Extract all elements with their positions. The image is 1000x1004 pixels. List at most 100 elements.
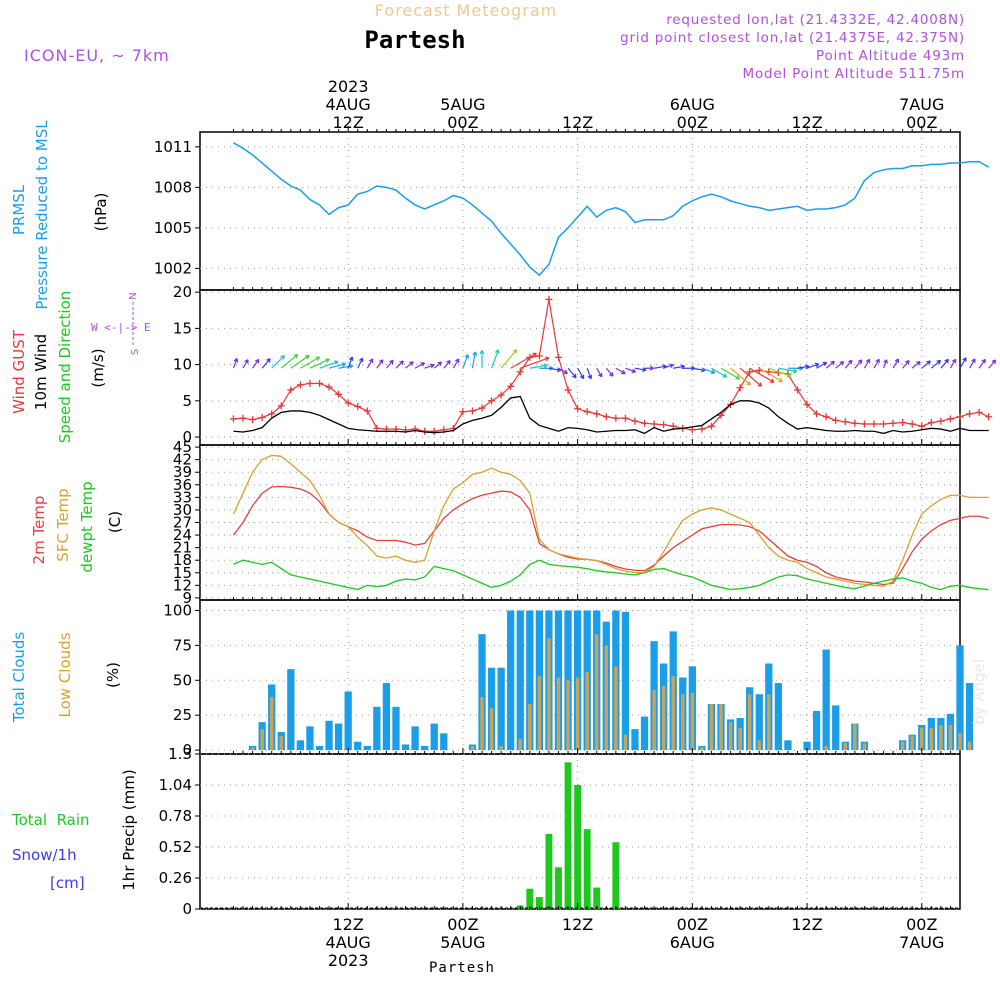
low-cloud-bar bbox=[728, 722, 733, 751]
wind-direction-arrow bbox=[749, 367, 775, 383]
prmsl-label: PRMSL bbox=[10, 184, 28, 235]
y-tick-label: 1008 bbox=[154, 178, 192, 196]
wind-gust-marker bbox=[315, 379, 323, 387]
wind-direction-arrow bbox=[577, 367, 585, 380]
total-cloud-bar bbox=[315, 745, 324, 751]
y-tick-label: 25 bbox=[173, 706, 192, 724]
wind-gust-marker bbox=[602, 413, 610, 421]
wind-direction-arrow bbox=[720, 367, 740, 380]
wind-direction-arrow bbox=[491, 349, 500, 369]
cloud-labels: Total Clouds Low Clouds (%) bbox=[10, 632, 122, 724]
y-tick-label: 75 bbox=[173, 636, 192, 654]
wind-gust-marker bbox=[507, 382, 515, 390]
low-cloud-bar bbox=[595, 634, 599, 751]
top-time-label: 4AUG bbox=[326, 95, 371, 114]
total-cloud-bar bbox=[306, 726, 314, 751]
wind-gust-marker bbox=[229, 415, 237, 423]
wind-gust-marker bbox=[918, 422, 926, 430]
top-time-label: 00Z bbox=[906, 113, 937, 132]
wind-direction-arrow bbox=[959, 357, 967, 369]
total-cloud-bar bbox=[401, 744, 410, 751]
y-tick-label: 0.52 bbox=[159, 838, 192, 856]
y-tick-label: 1.04 bbox=[159, 776, 192, 794]
bottom-time-label: 00Z bbox=[906, 915, 937, 934]
total-cloud-bar bbox=[956, 645, 964, 751]
y-tick-label: 0 bbox=[182, 428, 192, 446]
wind-10m-label: 10m Wind bbox=[32, 334, 50, 410]
wind-10m-line bbox=[233, 395, 989, 435]
y-tick-label: 100 bbox=[163, 601, 192, 619]
location-title: Partesh bbox=[364, 26, 465, 54]
wind-direction-arrow bbox=[500, 349, 518, 369]
low-cloud-bar bbox=[862, 743, 867, 751]
wind-gust-marker bbox=[660, 421, 668, 429]
wind-gust-marker bbox=[946, 415, 954, 423]
wind-gust-marker bbox=[583, 408, 591, 416]
wind-gust-marker bbox=[650, 420, 658, 428]
wind-gust-marker bbox=[277, 402, 285, 410]
total-cloud-bar bbox=[755, 694, 763, 751]
wind-direction-arrow bbox=[873, 358, 880, 369]
celsius-unit-label: (C) bbox=[106, 511, 124, 533]
top-time-label: 2023 bbox=[328, 77, 369, 96]
temp-line-dewpt bbox=[233, 559, 989, 591]
wind-direction-arrow bbox=[701, 367, 716, 375]
wind-gust-marker bbox=[707, 422, 715, 430]
total-cloud-bar bbox=[421, 745, 429, 751]
wind-direction-arrow bbox=[644, 365, 654, 371]
wind-gust-marker bbox=[545, 295, 553, 303]
wind-direction-arrow bbox=[405, 361, 414, 369]
wind-gust-marker bbox=[535, 352, 543, 360]
low-cloud-bar bbox=[767, 694, 771, 751]
wind-direction-arrow bbox=[366, 358, 374, 369]
wind-direction-arrow bbox=[414, 362, 425, 369]
wind-direction-arrow bbox=[634, 367, 647, 373]
y-tick-label: 24 bbox=[173, 526, 192, 544]
watermark: by Angel bbox=[970, 659, 988, 725]
wind-direction-arrow bbox=[319, 360, 339, 369]
wind-gust-marker bbox=[478, 404, 486, 412]
wind-direction-arrow bbox=[988, 359, 997, 369]
bottom-time-label: 12Z bbox=[562, 915, 593, 934]
wind-gust-marker bbox=[306, 379, 314, 387]
y-tick-label: 1.3 bbox=[168, 745, 192, 763]
wind-gust-marker bbox=[803, 400, 811, 408]
low-cloud-bar bbox=[499, 745, 503, 751]
wind-gust-marker bbox=[268, 410, 276, 418]
wind-direction-arrow bbox=[882, 359, 888, 369]
low-cloud-bar bbox=[279, 736, 283, 751]
wind-direction-arrow bbox=[835, 360, 845, 369]
wind-gust-marker bbox=[956, 413, 964, 421]
wind-gust-marker bbox=[621, 414, 629, 422]
y-tick-label: 0 bbox=[182, 900, 192, 918]
y-tick-label: 50 bbox=[173, 671, 192, 689]
wind-direction-arrow bbox=[978, 358, 986, 369]
wind-gust-marker bbox=[258, 413, 266, 421]
wind-direction-arrow bbox=[730, 367, 751, 386]
low-cloud-bar bbox=[556, 677, 561, 751]
low-cloud-bar bbox=[269, 697, 274, 751]
low-cloud-bar bbox=[470, 745, 475, 751]
wind-gust-marker bbox=[870, 420, 878, 428]
low-cloud-bar bbox=[900, 741, 905, 751]
snow-label: Snow/1h bbox=[12, 846, 77, 864]
low-cloud-bar bbox=[853, 723, 857, 751]
total-cloud-bar bbox=[497, 667, 505, 751]
wind-gust-marker bbox=[363, 407, 371, 415]
y-tick-label: 1011 bbox=[154, 138, 192, 156]
wind-gust-label: Wind GUST bbox=[10, 329, 28, 414]
wind-dir-label: Speed and Direction bbox=[56, 291, 74, 444]
y-tick-label: 42 bbox=[173, 451, 192, 469]
temp-line-2m bbox=[232, 485, 989, 586]
snow-unit-label: [cm] bbox=[50, 874, 85, 892]
requested-coords: requested lon,lat (21.4332E, 42.4008N) bbox=[666, 12, 965, 28]
low-cloud-bar bbox=[719, 704, 723, 751]
top-time-label: 6AUG bbox=[670, 95, 715, 114]
total-cloud-bar bbox=[803, 741, 811, 751]
total-cloud-bar bbox=[287, 669, 295, 751]
wind-gust-marker bbox=[860, 420, 868, 428]
bottom-time-label: 2023 bbox=[328, 951, 369, 970]
